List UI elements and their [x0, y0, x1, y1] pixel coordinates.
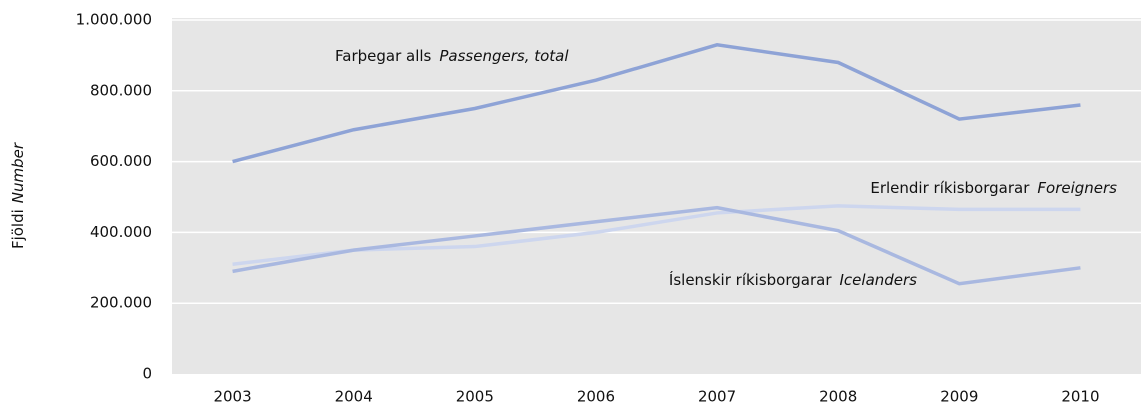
series-name: Íslenskir ríkisborgarar: [669, 270, 832, 289]
x-tick-label: 2008: [819, 388, 857, 406]
series-name: Erlendir ríkisborgarar: [870, 179, 1030, 197]
y-axis-label: Fjöldi Number: [9, 142, 27, 249]
series-line: [232, 42, 1081, 164]
x-tick-label: 2006: [577, 388, 615, 406]
x-tick-label: 2005: [456, 388, 494, 406]
y-tick-label: 1.000.000: [76, 11, 152, 29]
y-tick-label: 400.000: [90, 223, 152, 241]
series-label: Erlendir ríkisborgarar Foreigners: [870, 179, 1117, 197]
y-tick-label: 0: [142, 365, 152, 383]
y-label-en: Number: [9, 142, 27, 203]
y-label-is: Fjöldi: [9, 209, 27, 249]
series-name-en: Passengers, total: [439, 47, 569, 65]
series-label: Farþegar alls Passengers, total: [335, 47, 569, 65]
y-tick-label: 200.000: [90, 294, 152, 312]
plot-area: [172, 18, 1141, 374]
series-line: [232, 205, 1081, 286]
series-name-en: Icelanders: [840, 271, 918, 289]
series-name-en: Foreigners: [1037, 179, 1117, 197]
series-line: [232, 204, 1081, 266]
x-tick-label: 2004: [335, 388, 373, 406]
x-tick-label: 2010: [1061, 388, 1099, 406]
x-tick-label: 2003: [213, 388, 251, 406]
x-tick-label: 2007: [698, 388, 736, 406]
y-tick-label: 600.000: [90, 152, 152, 170]
series-label: Íslenskir ríkisborgarar Icelanders: [669, 270, 917, 289]
series-name: Farþegar alls: [335, 47, 432, 65]
x-tick-label: 2009: [940, 388, 978, 406]
y-tick-label: 800.000: [90, 81, 152, 99]
